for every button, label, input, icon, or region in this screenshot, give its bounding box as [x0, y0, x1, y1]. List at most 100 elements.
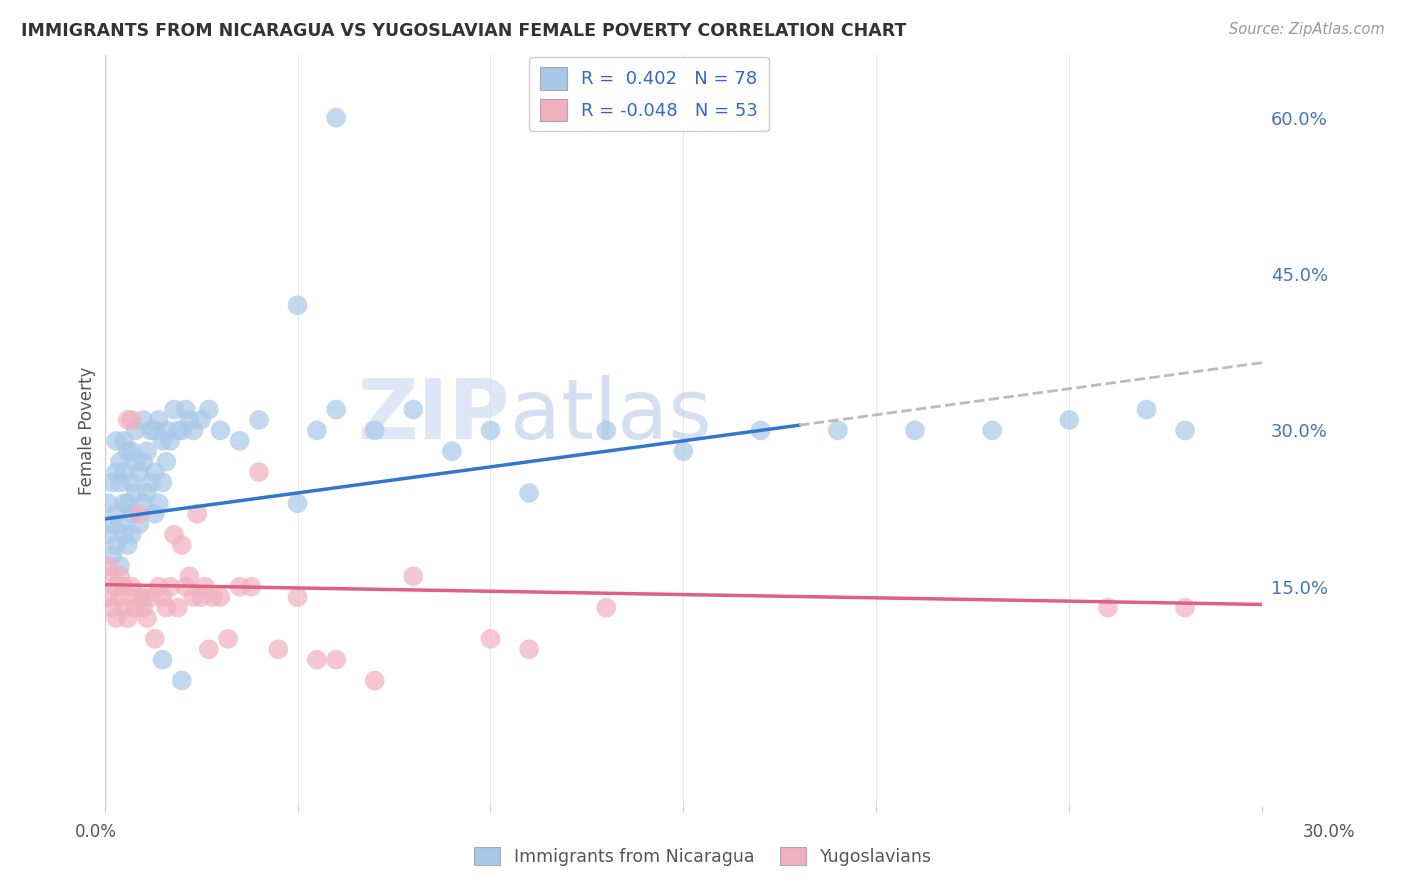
Point [190, 590, 212, 604]
Point [121, 580, 143, 594]
Point [827, 424, 849, 438]
Point [132, 455, 155, 469]
Point [108, 590, 131, 604]
Point [167, 600, 190, 615]
Point [148, 413, 170, 427]
Point [198, 642, 221, 657]
Text: 30.0%: 30.0% [1302, 822, 1355, 840]
Point [1174, 600, 1197, 615]
Text: IMMIGRANTS FROM NICARAGUA VS YUGOSLAVIAN FEMALE POVERTY CORRELATION CHART: IMMIGRANTS FROM NICARAGUA VS YUGOSLAVIAN… [21, 22, 907, 40]
Point [402, 402, 425, 417]
Point [121, 527, 143, 541]
Point [364, 673, 387, 688]
Point [152, 434, 174, 448]
Point [402, 569, 425, 583]
Point [170, 538, 193, 552]
Point [124, 486, 146, 500]
Point [595, 424, 617, 438]
Legend: R =  0.402   N = 78, R = -0.048   N = 53: R = 0.402 N = 78, R = -0.048 N = 53 [529, 57, 769, 131]
Point [325, 111, 347, 125]
Point [112, 527, 135, 541]
Text: Source: ZipAtlas.com: Source: ZipAtlas.com [1229, 22, 1385, 37]
Point [139, 424, 162, 438]
Point [749, 424, 772, 438]
Point [143, 465, 166, 479]
Point [174, 402, 197, 417]
Point [121, 475, 143, 490]
Point [136, 611, 159, 625]
Point [194, 580, 217, 594]
Point [287, 590, 309, 604]
Point [1059, 413, 1081, 427]
Point [128, 465, 150, 479]
Point [1174, 424, 1197, 438]
Point [124, 455, 146, 469]
Point [148, 496, 170, 510]
Point [105, 580, 128, 594]
Point [117, 611, 139, 625]
Point [132, 600, 155, 615]
Point [128, 590, 150, 604]
Point [904, 424, 927, 438]
Point [179, 413, 201, 427]
Point [179, 569, 201, 583]
Point [517, 486, 540, 500]
Point [121, 413, 143, 427]
Point [101, 600, 124, 615]
Point [198, 402, 221, 417]
Point [217, 632, 239, 646]
Point [117, 496, 139, 510]
Point [139, 590, 162, 604]
Legend: Immigrants from Nicaragua, Yugoslavians: Immigrants from Nicaragua, Yugoslavians [467, 840, 939, 872]
Point [183, 424, 205, 438]
Point [101, 549, 124, 563]
Point [105, 538, 128, 552]
Point [101, 475, 124, 490]
Point [209, 424, 232, 438]
Point [105, 507, 128, 521]
Point [287, 496, 309, 510]
Point [101, 517, 124, 532]
Point [143, 632, 166, 646]
Point [155, 600, 177, 615]
Point [325, 402, 347, 417]
Point [143, 424, 166, 438]
Point [228, 434, 250, 448]
Point [108, 517, 131, 532]
Point [247, 413, 270, 427]
Point [155, 455, 177, 469]
Point [112, 600, 135, 615]
Point [148, 580, 170, 594]
Point [186, 507, 208, 521]
Point [1135, 402, 1157, 417]
Point [101, 569, 124, 583]
Point [108, 569, 131, 583]
Point [305, 653, 328, 667]
Point [132, 590, 155, 604]
Point [159, 580, 181, 594]
Point [201, 590, 224, 604]
Point [97, 558, 120, 573]
Point [155, 424, 177, 438]
Point [517, 642, 540, 657]
Point [174, 580, 197, 594]
Point [112, 580, 135, 594]
Point [325, 653, 347, 667]
Point [287, 298, 309, 312]
Point [112, 434, 135, 448]
Point [440, 444, 463, 458]
Point [170, 424, 193, 438]
Point [247, 465, 270, 479]
Point [152, 590, 174, 604]
Point [479, 632, 502, 646]
Point [128, 507, 150, 521]
Point [112, 496, 135, 510]
Point [108, 455, 131, 469]
Point [163, 402, 186, 417]
Point [152, 475, 174, 490]
Point [105, 465, 128, 479]
Point [305, 424, 328, 438]
Point [672, 444, 695, 458]
Point [108, 558, 131, 573]
Point [209, 590, 232, 604]
